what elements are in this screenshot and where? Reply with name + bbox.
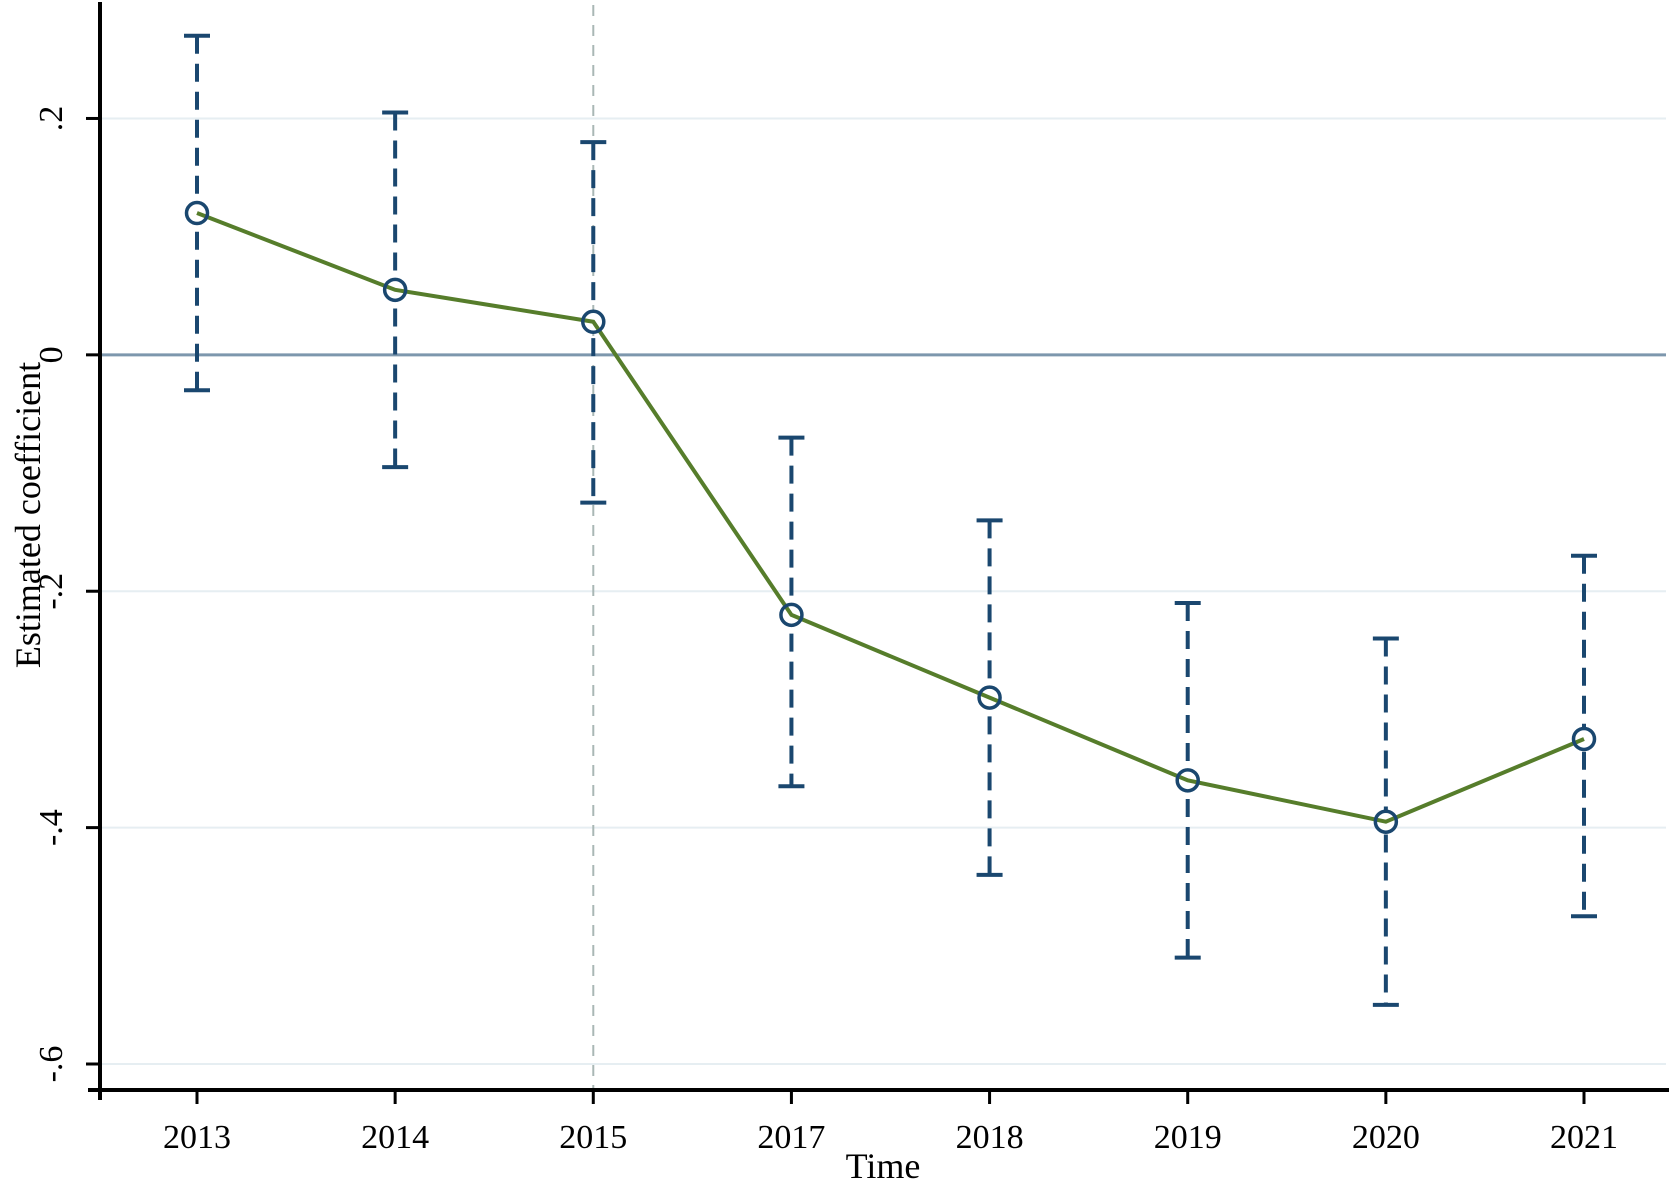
data-series-layer: [184, 33, 1597, 1007]
marker-2019: [1175, 768, 1200, 793]
marker-2017: [779, 602, 804, 628]
y-axis-title: Estimated coefficient: [8, 362, 48, 668]
y-tick-label-0: 0: [33, 346, 70, 363]
x-tick-label-2015: 2015: [559, 1119, 627, 1156]
gridline-layer: [100, 117, 1666, 1065]
x-tick-label-2018: 2018: [956, 1119, 1024, 1156]
x-tick-label-2014: 2014: [361, 1119, 429, 1156]
marker-2018: [977, 685, 1002, 710]
x-tick-label-2017: 2017: [757, 1119, 825, 1156]
axis-layer: .2 0 -.2 -.4 -.6 2013 2014 2015 2017 2018 2019 2020…: [33, 2, 1669, 1156]
y-tick-label--0.2: -.2: [33, 573, 70, 610]
y-tick-label-0.2: .2: [33, 106, 70, 132]
marker-2015: [581, 309, 606, 335]
marker-2021: [1571, 726, 1597, 752]
y-tick-label--0.4: -.4: [33, 809, 70, 846]
x-tick-label-2013: 2013: [163, 1119, 231, 1156]
marker-2013: [184, 200, 210, 226]
marker-2014: [382, 277, 408, 303]
y-tick-label--0.6: -.6: [33, 1046, 70, 1083]
x-tick-label-2021: 2021: [1550, 1119, 1618, 1156]
x-axis-title: Time: [846, 1146, 921, 1186]
x-tick-label-2019: 2019: [1154, 1119, 1222, 1156]
series-line: [196, 211, 1585, 824]
x-tick-label-2020: 2020: [1352, 1119, 1420, 1156]
marker-2020: [1373, 809, 1399, 834]
